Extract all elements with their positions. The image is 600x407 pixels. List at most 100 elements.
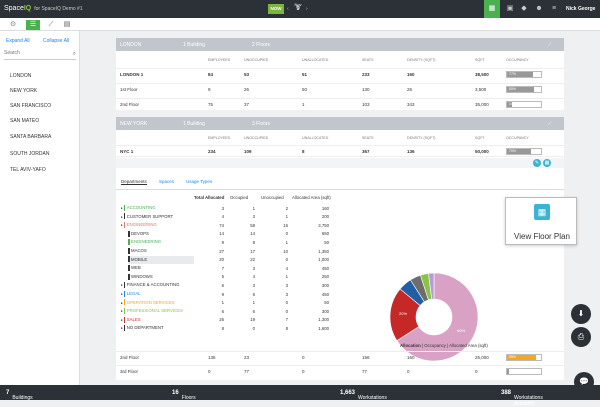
department-name: CUSTOMER SUPPORT <box>126 213 174 219</box>
expand-icon[interactable]: ▸ <box>121 206 124 210</box>
row-name[interactable]: LONDON 1 <box>120 72 144 77</box>
sidebar-item-san-mateo[interactable]: SAN MATEO <box>10 118 40 124</box>
cube-icon[interactable]: ◆ <box>521 5 527 12</box>
occupancy-bar: 85% <box>506 354 542 361</box>
department-value: 16 <box>283 222 288 228</box>
department-value: 26 <box>219 317 224 323</box>
legend-allocation[interactable]: Allocation <box>400 343 421 348</box>
app-logo[interactable]: SpaceIQ for SpaceIQ Demo #1 <box>4 5 83 12</box>
london-header[interactable]: LONDON 1 Building 2 Floors ⟋ <box>116 38 564 51</box>
stats-icon[interactable]: ▦ <box>484 0 500 18</box>
department-row[interactable]: ▸ PROFESSIONAL SERVICES <box>121 307 183 315</box>
expand-icon[interactable]: ▸ <box>121 283 124 288</box>
department-color-bar <box>123 282 126 289</box>
department-color-bar <box>123 325 126 332</box>
department-value: 200 <box>321 214 329 220</box>
sidebar-item-london[interactable]: LONDON <box>10 73 32 79</box>
expand-all-link[interactable]: Expand All <box>6 38 30 44</box>
slice-label: 66% <box>457 328 465 333</box>
map-pin-icon[interactable]: ⊙ <box>10 21 16 28</box>
department-value: 1,350 <box>318 248 329 254</box>
now-button[interactable]: NOW <box>268 4 284 14</box>
trend-icon[interactable]: ⟋ <box>548 42 552 48</box>
trend-icon[interactable]: ⟋ <box>548 121 552 127</box>
department-row[interactable]: WINDOWS <box>128 273 153 281</box>
department-row[interactable]: ▸ OPERATION SERVICES <box>121 299 175 307</box>
cell-value: 50,000 <box>475 149 489 154</box>
department-row[interactable]: ▸ LEGAL <box>121 290 141 298</box>
people-icon[interactable]: ☻ <box>535 5 543 12</box>
sidebar-item-new-york[interactable]: NEW YORK <box>10 88 38 94</box>
occupancy-fill: 77% <box>507 72 534 77</box>
expand-icon[interactable]: ▸ <box>121 309 124 314</box>
expand-icon[interactable]: ▸ <box>121 223 124 228</box>
floor-plan-icon[interactable]: ▦ <box>543 159 551 167</box>
row-divider <box>116 145 564 146</box>
top-bar: SpaceIQ for SpaceIQ Demo #1 NOW ‹ Nov 9 › … <box>0 0 600 18</box>
row-name[interactable]: 1st Floor <box>120 87 138 92</box>
department-row[interactable]: WEB <box>128 264 141 272</box>
department-row[interactable]: DEVOPS <box>128 230 149 238</box>
table-view-icon[interactable]: ☰ <box>26 20 40 30</box>
department-row[interactable]: ENGINEERING <box>128 238 161 246</box>
newyork-header[interactable]: NEW YORK 1 Building 3 Floors ⟋ <box>116 117 564 130</box>
sidebar-item-tel-aviv[interactable]: TEL AVIV-YAFO <box>10 167 46 173</box>
department-value: 6 <box>221 282 224 288</box>
sidebar-item-santa-barbara[interactable]: SANTA BARBARA <box>10 134 52 140</box>
department-row[interactable]: MOBILE <box>128 255 194 264</box>
department-row[interactable]: ▸ FINANCE & ACCOUNTING <box>121 281 180 289</box>
menu-icon[interactable]: ≡ <box>551 5 557 12</box>
tab-departments[interactable]: Departments <box>121 179 147 185</box>
legend-occupancy[interactable]: Occupancy <box>424 343 446 348</box>
department-row[interactable]: ▸ ACCOUNTING <box>121 204 156 212</box>
sidebar-item-san-francisco[interactable]: SAN FRANCISCO <box>10 103 52 109</box>
department-row[interactable]: ▸ NO DEPARTMENT <box>121 324 164 332</box>
user-name[interactable]: Nick George <box>566 6 596 12</box>
next-date-icon[interactable]: › <box>306 6 308 12</box>
row-name[interactable]: NYC 1 <box>120 149 134 154</box>
download-button[interactable]: ⬇ <box>571 304 591 324</box>
department-value: 27 <box>219 248 224 254</box>
floor-plan-tooltip[interactable]: ▦ View Floor Plan <box>505 197 577 245</box>
department-row[interactable]: ▸ ENGINEERING <box>121 221 157 229</box>
department-color-bar <box>128 247 130 254</box>
expand-icon[interactable]: ▸ <box>121 214 124 219</box>
donut-slice[interactable] <box>396 272 479 362</box>
search-icon[interactable]: ⌕ <box>72 51 76 57</box>
report-icon[interactable]: ▤ <box>63 21 71 28</box>
department-value: 8 <box>285 325 288 331</box>
tab-usage-types[interactable]: Usage Types <box>186 179 213 184</box>
workstations-count: 1,663 <box>340 390 356 396</box>
building-icon[interactable]: ▣ <box>506 5 514 12</box>
slice-label: 20% <box>399 311 407 316</box>
edit-icon[interactable]: ✎ <box>533 159 541 167</box>
row-name[interactable]: 2nd Floor <box>120 102 140 107</box>
expand-icon[interactable]: ▸ <box>121 317 124 322</box>
row-name[interactable]: 3rd Floor <box>120 369 139 374</box>
row-name[interactable]: 2nd Floor <box>120 355 140 360</box>
department-value: 300 <box>321 282 329 288</box>
row-divider <box>116 156 564 157</box>
col-header: SQFT <box>475 136 485 140</box>
legend-area[interactable]: Allocated Area (sqft) <box>449 343 488 348</box>
search-input[interactable] <box>4 50 64 56</box>
department-row[interactable]: MACOS <box>128 247 147 255</box>
print-button[interactable]: ⎙ <box>571 327 591 347</box>
expand-icon[interactable]: ▸ <box>121 300 124 305</box>
date-picker[interactable]: Nov 9 <box>292 2 304 16</box>
expand-icon[interactable]: ▸ <box>121 292 124 296</box>
expand-icon[interactable]: ▸ <box>121 326 124 331</box>
trend-icon[interactable]: ⟋ <box>48 21 54 28</box>
tab-spaces[interactable]: Spaces <box>159 179 175 184</box>
prev-date-icon[interactable]: ‹ <box>287 6 289 12</box>
department-row[interactable]: ▸ CUSTOMER SUPPORT <box>121 213 173 221</box>
donut-slice[interactable] <box>428 272 435 300</box>
occupancy-fill: 70% <box>507 149 531 154</box>
department-row[interactable]: ▸ SALES <box>121 316 141 324</box>
department-color-bar <box>123 204 126 211</box>
department-color-bar <box>123 316 126 323</box>
sidebar-item-south-jordan[interactable]: SOUTH JORDAN <box>10 151 50 157</box>
department-name: MOBILE <box>131 256 148 262</box>
cell-value: 50 <box>302 87 308 92</box>
collapse-all-link[interactable]: Collapse All <box>43 38 70 44</box>
